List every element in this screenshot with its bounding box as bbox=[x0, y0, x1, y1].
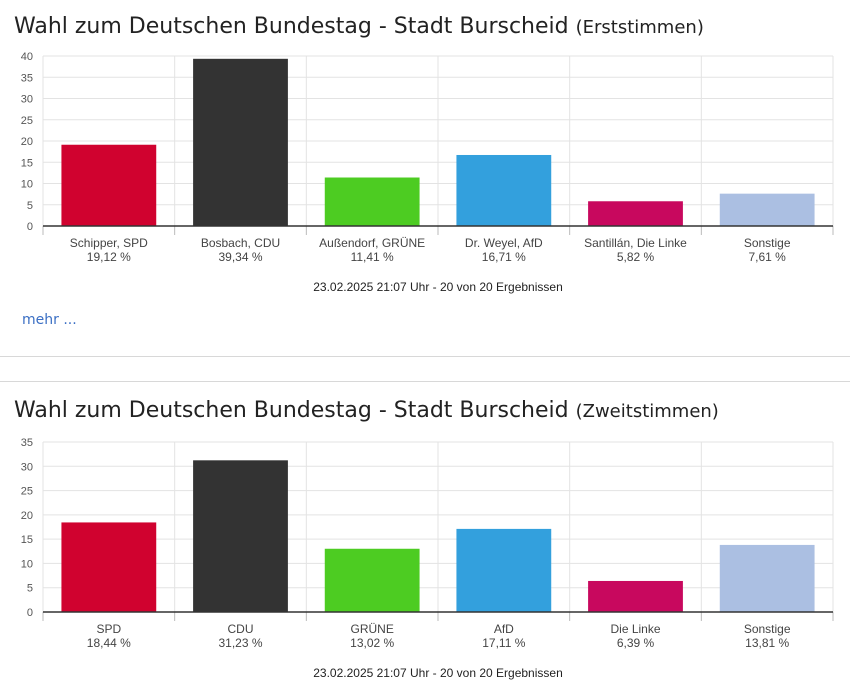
y-tick-label: 30 bbox=[21, 461, 33, 473]
y-tick-label: 15 bbox=[21, 534, 33, 546]
chart-title-zweitstimmen: Wahl zum Deutschen Bundestag - Stadt Bur… bbox=[14, 398, 719, 423]
y-tick-label: 20 bbox=[21, 136, 33, 148]
bar[interactable] bbox=[61, 522, 157, 612]
x-category-label: GRÜNE bbox=[350, 622, 393, 636]
x-value-label: 13,81 % bbox=[745, 636, 789, 650]
x-value-label: 17,11 % bbox=[482, 636, 525, 650]
x-category-label: Sonstige bbox=[744, 622, 791, 636]
x-category-label: Die Linke bbox=[610, 622, 660, 636]
x-category-label: CDU bbox=[228, 622, 254, 636]
y-tick-label: 35 bbox=[21, 72, 33, 84]
y-tick-label: 0 bbox=[27, 607, 33, 619]
x-value-label: 11,41 % bbox=[351, 250, 394, 264]
x-value-label: 6,39 % bbox=[617, 636, 655, 650]
x-value-label: 18,44 % bbox=[87, 636, 131, 650]
x-value-label: 39,34 % bbox=[218, 250, 262, 264]
x-category-label: Sonstige bbox=[744, 236, 791, 250]
x-category-label: Schipper, SPD bbox=[70, 236, 148, 250]
section-divider bbox=[0, 381, 850, 382]
x-value-label: 16,71 % bbox=[482, 250, 526, 264]
section-divider bbox=[0, 356, 850, 357]
bar[interactable] bbox=[719, 193, 815, 226]
bar[interactable] bbox=[193, 58, 288, 227]
x-category-label: Bosbach, CDU bbox=[201, 236, 280, 250]
y-tick-label: 25 bbox=[21, 486, 33, 498]
title-subtitle: (Erststimmen) bbox=[575, 17, 704, 38]
x-value-label: 31,23 % bbox=[218, 636, 262, 650]
y-tick-label: 10 bbox=[21, 179, 33, 191]
x-category-label: SPD bbox=[96, 622, 121, 636]
more-link[interactable]: mehr ... bbox=[22, 312, 77, 328]
bar[interactable] bbox=[456, 154, 552, 226]
chart-footer: 23.02.2025 21:07 Uhr - 20 von 20 Ergebni… bbox=[313, 280, 563, 294]
bar[interactable] bbox=[61, 144, 157, 226]
y-tick-label: 20 bbox=[21, 510, 33, 522]
title-text: Wahl zum Deutschen Bundestag - Stadt Bur… bbox=[14, 398, 569, 423]
chart-title-erststimmen: Wahl zum Deutschen Bundestag - Stadt Bur… bbox=[14, 14, 704, 39]
y-tick-label: 30 bbox=[21, 94, 33, 106]
x-value-label: 13,02 % bbox=[350, 636, 394, 650]
y-tick-label: 25 bbox=[21, 115, 33, 127]
x-category-label: Santillán, Die Linke bbox=[584, 236, 687, 250]
y-tick-label: 5 bbox=[27, 583, 33, 595]
bar[interactable] bbox=[456, 528, 552, 612]
x-value-label: 5,82 % bbox=[617, 250, 655, 264]
y-tick-label: 35 bbox=[21, 437, 33, 449]
y-tick-label: 10 bbox=[21, 558, 33, 570]
y-tick-label: 40 bbox=[21, 51, 33, 63]
x-category-label: Dr. Weyel, AfD bbox=[465, 236, 543, 250]
bar[interactable] bbox=[324, 177, 420, 226]
bar[interactable] bbox=[588, 201, 683, 226]
bar[interactable] bbox=[719, 544, 815, 612]
bar[interactable] bbox=[193, 460, 288, 612]
x-value-label: 19,12 % bbox=[87, 250, 131, 264]
title-subtitle: (Zweitstimmen) bbox=[575, 401, 719, 422]
x-category-label: Außendorf, GRÜNE bbox=[319, 236, 425, 250]
y-tick-label: 15 bbox=[21, 157, 33, 169]
bar[interactable] bbox=[324, 548, 420, 612]
y-tick-label: 5 bbox=[27, 200, 33, 212]
bar[interactable] bbox=[588, 580, 683, 612]
title-text: Wahl zum Deutschen Bundestag - Stadt Bur… bbox=[14, 14, 569, 39]
x-value-label: 7,61 % bbox=[748, 250, 786, 264]
x-category-label: AfD bbox=[494, 622, 514, 636]
y-tick-label: 0 bbox=[27, 221, 33, 233]
chart-footer: 23.02.2025 21:07 Uhr - 20 von 20 Ergebni… bbox=[313, 666, 563, 680]
